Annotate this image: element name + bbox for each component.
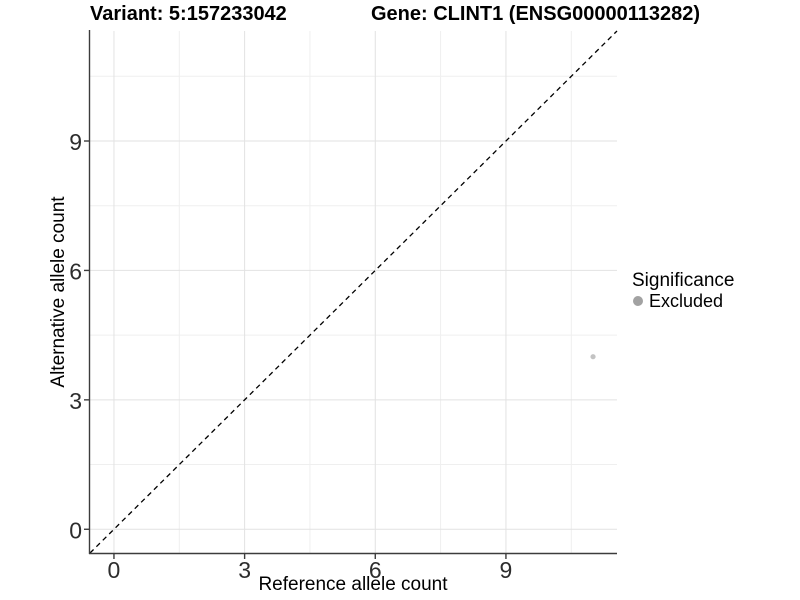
y-tick-label: 6 [69, 258, 82, 284]
x-tick-label: 3 [238, 557, 251, 583]
identity-dashed-line [89, 30, 618, 554]
legend: Significance Excluded [632, 270, 734, 312]
y-axis-title: Alternative allele count [48, 196, 69, 388]
plot-title-gene: Gene: CLINT1 (ENSG00000113282) [371, 3, 701, 25]
legend-item-label: Excluded [649, 291, 724, 311]
legend-item-excluded: Excluded [632, 290, 734, 312]
plot-title-variant: Variant: 5:157233042 [90, 3, 287, 25]
x-tick-label: 0 [108, 557, 121, 583]
x-tick-label: 9 [500, 557, 513, 583]
excluded-point-icon [633, 296, 643, 306]
x-axis-title: Reference allele count [258, 574, 448, 595]
legend-title: Significance [632, 270, 735, 291]
y-tick-label: 9 [69, 129, 82, 155]
data-point [590, 354, 596, 360]
x-tick-label: 6 [369, 557, 382, 583]
y-tick-label: 0 [69, 517, 82, 543]
y-tick-label: 3 [69, 388, 82, 414]
